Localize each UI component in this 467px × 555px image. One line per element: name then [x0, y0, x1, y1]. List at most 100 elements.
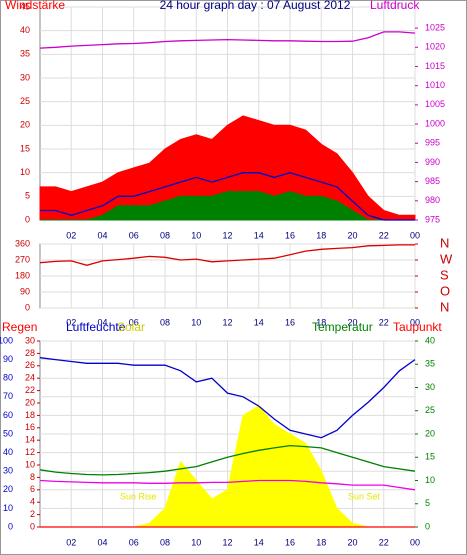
y2-tick-label: 0: [425, 521, 430, 531]
y-tick-label: 90: [3, 354, 13, 364]
y-tick-label: 45: [20, 1, 30, 11]
ylabel: Luftfeuchte: [66, 320, 126, 334]
x-tick-label: 06: [129, 230, 139, 240]
y-tick-label: 0: [25, 302, 30, 312]
y-tick-label: 20: [20, 120, 30, 130]
x-tick-label: 14: [254, 230, 264, 240]
y-tick-label: 0: [8, 521, 13, 531]
x-tick-label: 08: [160, 317, 170, 327]
y2-tick-label: 1015: [425, 61, 445, 71]
series-line: [39, 357, 416, 439]
x-tick-label: 22: [379, 537, 389, 547]
y2-tick-label: 30: [425, 382, 435, 392]
y2-tick-label: 985: [425, 176, 440, 186]
y2-tick-label: 990: [425, 157, 440, 167]
y2-tick-label: 995: [425, 138, 440, 148]
x-tick-label: 00: [410, 317, 420, 327]
x-tick-label: 08: [160, 537, 170, 547]
y2-tick-label: O: [440, 283, 450, 298]
x-tick-label: 16: [285, 230, 295, 240]
y2-tick-label: 1005: [425, 99, 445, 109]
y-tick-label: 10: [20, 167, 30, 177]
x-tick-label: 20: [347, 317, 357, 327]
x-tick-label: 00: [410, 537, 420, 547]
y-tick-label: 35: [20, 49, 30, 59]
y3-tick-label: 8: [30, 472, 35, 482]
series-line: [39, 444, 416, 476]
y2-tick-label: 975: [425, 214, 440, 224]
y3-tick-label: 22: [25, 385, 35, 395]
x-tick-label: 04: [97, 230, 107, 240]
y-tick-label: 20: [3, 484, 13, 494]
y-tick-label: 100: [0, 335, 13, 345]
y2-tick-label: 1010: [425, 80, 445, 90]
y-tick-label: 90: [20, 286, 30, 296]
y-tick-label: 5: [25, 191, 30, 201]
x-tick-label: 14: [254, 317, 264, 327]
x-tick-label: 16: [285, 537, 295, 547]
series-area: [40, 191, 415, 221]
y-tick-label: 270: [15, 254, 30, 264]
title: 24 hour graph day : 07 August 2012: [160, 0, 351, 12]
y-tick-label: 180: [15, 270, 30, 280]
y3-tick-label: 6: [30, 484, 35, 494]
x-tick-label: 04: [97, 537, 107, 547]
solar-label: Solar: [117, 320, 145, 334]
y3-tick-label: 30: [25, 335, 35, 345]
x-tick-label: 20: [347, 230, 357, 240]
y2-tick-label: 5: [425, 498, 430, 508]
ylabel: Windstärke: [5, 0, 65, 12]
x-tick-label: 16: [285, 317, 295, 327]
y2-tick-label: 15: [425, 452, 435, 462]
y3-tick-label: 2: [30, 509, 35, 519]
x-tick-label: 22: [379, 317, 389, 327]
y3-tick-label: 4: [30, 497, 35, 507]
y-tick-label: 70: [3, 391, 13, 401]
y-tick-label: 30: [3, 466, 13, 476]
annotation: Sun Rise: [120, 491, 157, 501]
x-tick-label: 10: [191, 537, 201, 547]
y-tick-label: 0: [25, 214, 30, 224]
y-tick-label: 15: [20, 143, 30, 153]
y3-tick-label: 18: [25, 410, 35, 420]
y3-tick-label: 0: [30, 521, 35, 531]
x-tick-label: 18: [316, 317, 326, 327]
dewpoint-label: Taupunkt: [393, 320, 442, 334]
y2-tick-label: 1000: [425, 118, 445, 128]
y2-tick-label: 20: [425, 428, 435, 438]
series-line: [39, 31, 416, 49]
y3-tick-label: 10: [25, 459, 35, 469]
y-tick-label: 40: [3, 447, 13, 457]
x-tick-label: 12: [222, 230, 232, 240]
x-tick-label: 18: [316, 537, 326, 547]
y-tick-label: 25: [20, 96, 30, 106]
x-tick-label: 02: [66, 317, 76, 327]
y-tick-label: 30: [20, 72, 30, 82]
x-tick-label: 18: [316, 230, 326, 240]
y3-tick-label: 14: [25, 435, 35, 445]
y2label: Luftdruck: [370, 0, 420, 12]
y-tick-label: 60: [3, 410, 13, 420]
y3-tick-label: 24: [25, 373, 35, 383]
x-tick-label: 08: [160, 230, 170, 240]
y3-tick-label: 20: [25, 397, 35, 407]
x-tick-label: 20: [347, 537, 357, 547]
x-tick-label: 00: [410, 230, 420, 240]
y-tick-label: 360: [15, 238, 30, 248]
y3-tick-label: 12: [25, 447, 35, 457]
y2-tick-label: N: [440, 235, 449, 250]
y2-tick-label: 1025: [425, 22, 445, 32]
y-tick-label: 80: [3, 373, 13, 383]
y2label: Temperatur: [312, 320, 373, 334]
y-tick-label: 40: [20, 25, 30, 35]
x-tick-label: 10: [191, 230, 201, 240]
x-tick-label: 02: [66, 230, 76, 240]
y3label: Regen: [2, 320, 37, 334]
y2-tick-label: S: [440, 267, 449, 282]
y-tick-label: 50: [3, 428, 13, 438]
series-line: [40, 172, 415, 221]
x-tick-label: 12: [222, 537, 232, 547]
y2-tick-label: W: [440, 251, 453, 266]
x-tick-label: 02: [66, 537, 76, 547]
x-tick-label: 14: [254, 537, 264, 547]
